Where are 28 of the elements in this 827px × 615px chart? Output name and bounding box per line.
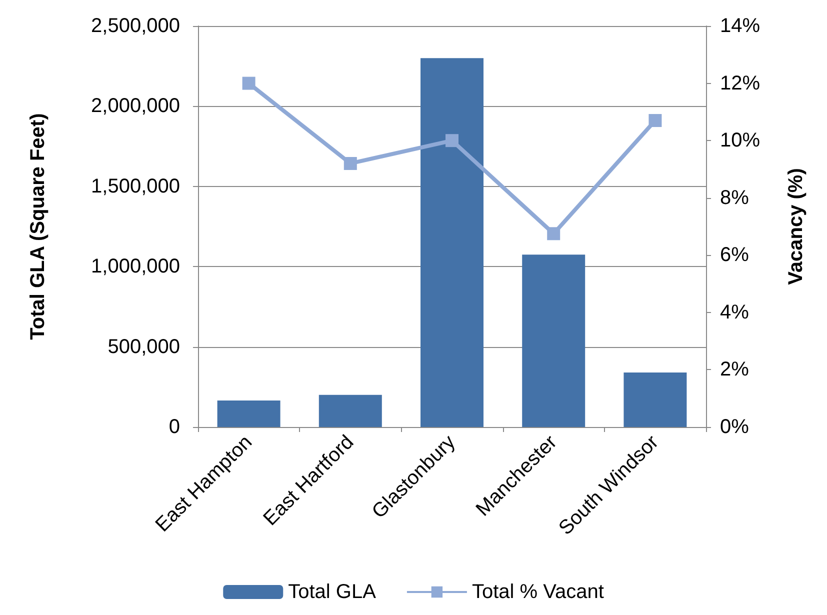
y-tick-label: 2,000,000	[91, 95, 180, 118]
y2-tick-label: 4%	[720, 301, 750, 324]
y-tick-label: 0	[168, 416, 180, 438]
bar	[420, 58, 484, 427]
bar	[522, 254, 586, 427]
bar	[217, 400, 280, 427]
point	[648, 114, 662, 128]
y-axis-title: Total GLA (Square Feet)	[27, 113, 49, 340]
y2-tick-label: 2%	[720, 358, 750, 381]
point	[547, 227, 560, 240]
y2-axis-title: Vacancy (%)	[785, 168, 807, 285]
y2-tick-label: 10%	[720, 130, 760, 152]
point	[344, 156, 357, 170]
bar	[318, 394, 382, 427]
y2-tick-label: 12%	[720, 72, 760, 94]
y2-tick-label: 14%	[720, 15, 760, 37]
y-tick-label: 2,500,000	[91, 15, 180, 37]
legend-label: Total % Vacant	[472, 581, 604, 603]
y-tick-label: 1,000,000	[91, 256, 180, 278]
y2-tick-label: 6%	[720, 244, 750, 266]
point	[446, 134, 458, 148]
bar	[624, 372, 687, 427]
legend-label: Total GLA	[288, 581, 377, 603]
y2-tick-label: 8%	[720, 186, 750, 209]
y-tick-label: 500,000	[108, 336, 180, 358]
point	[242, 76, 256, 90]
y2-tick-label: 0%	[720, 416, 750, 438]
y-tick-label: 1,500,000	[91, 175, 180, 198]
